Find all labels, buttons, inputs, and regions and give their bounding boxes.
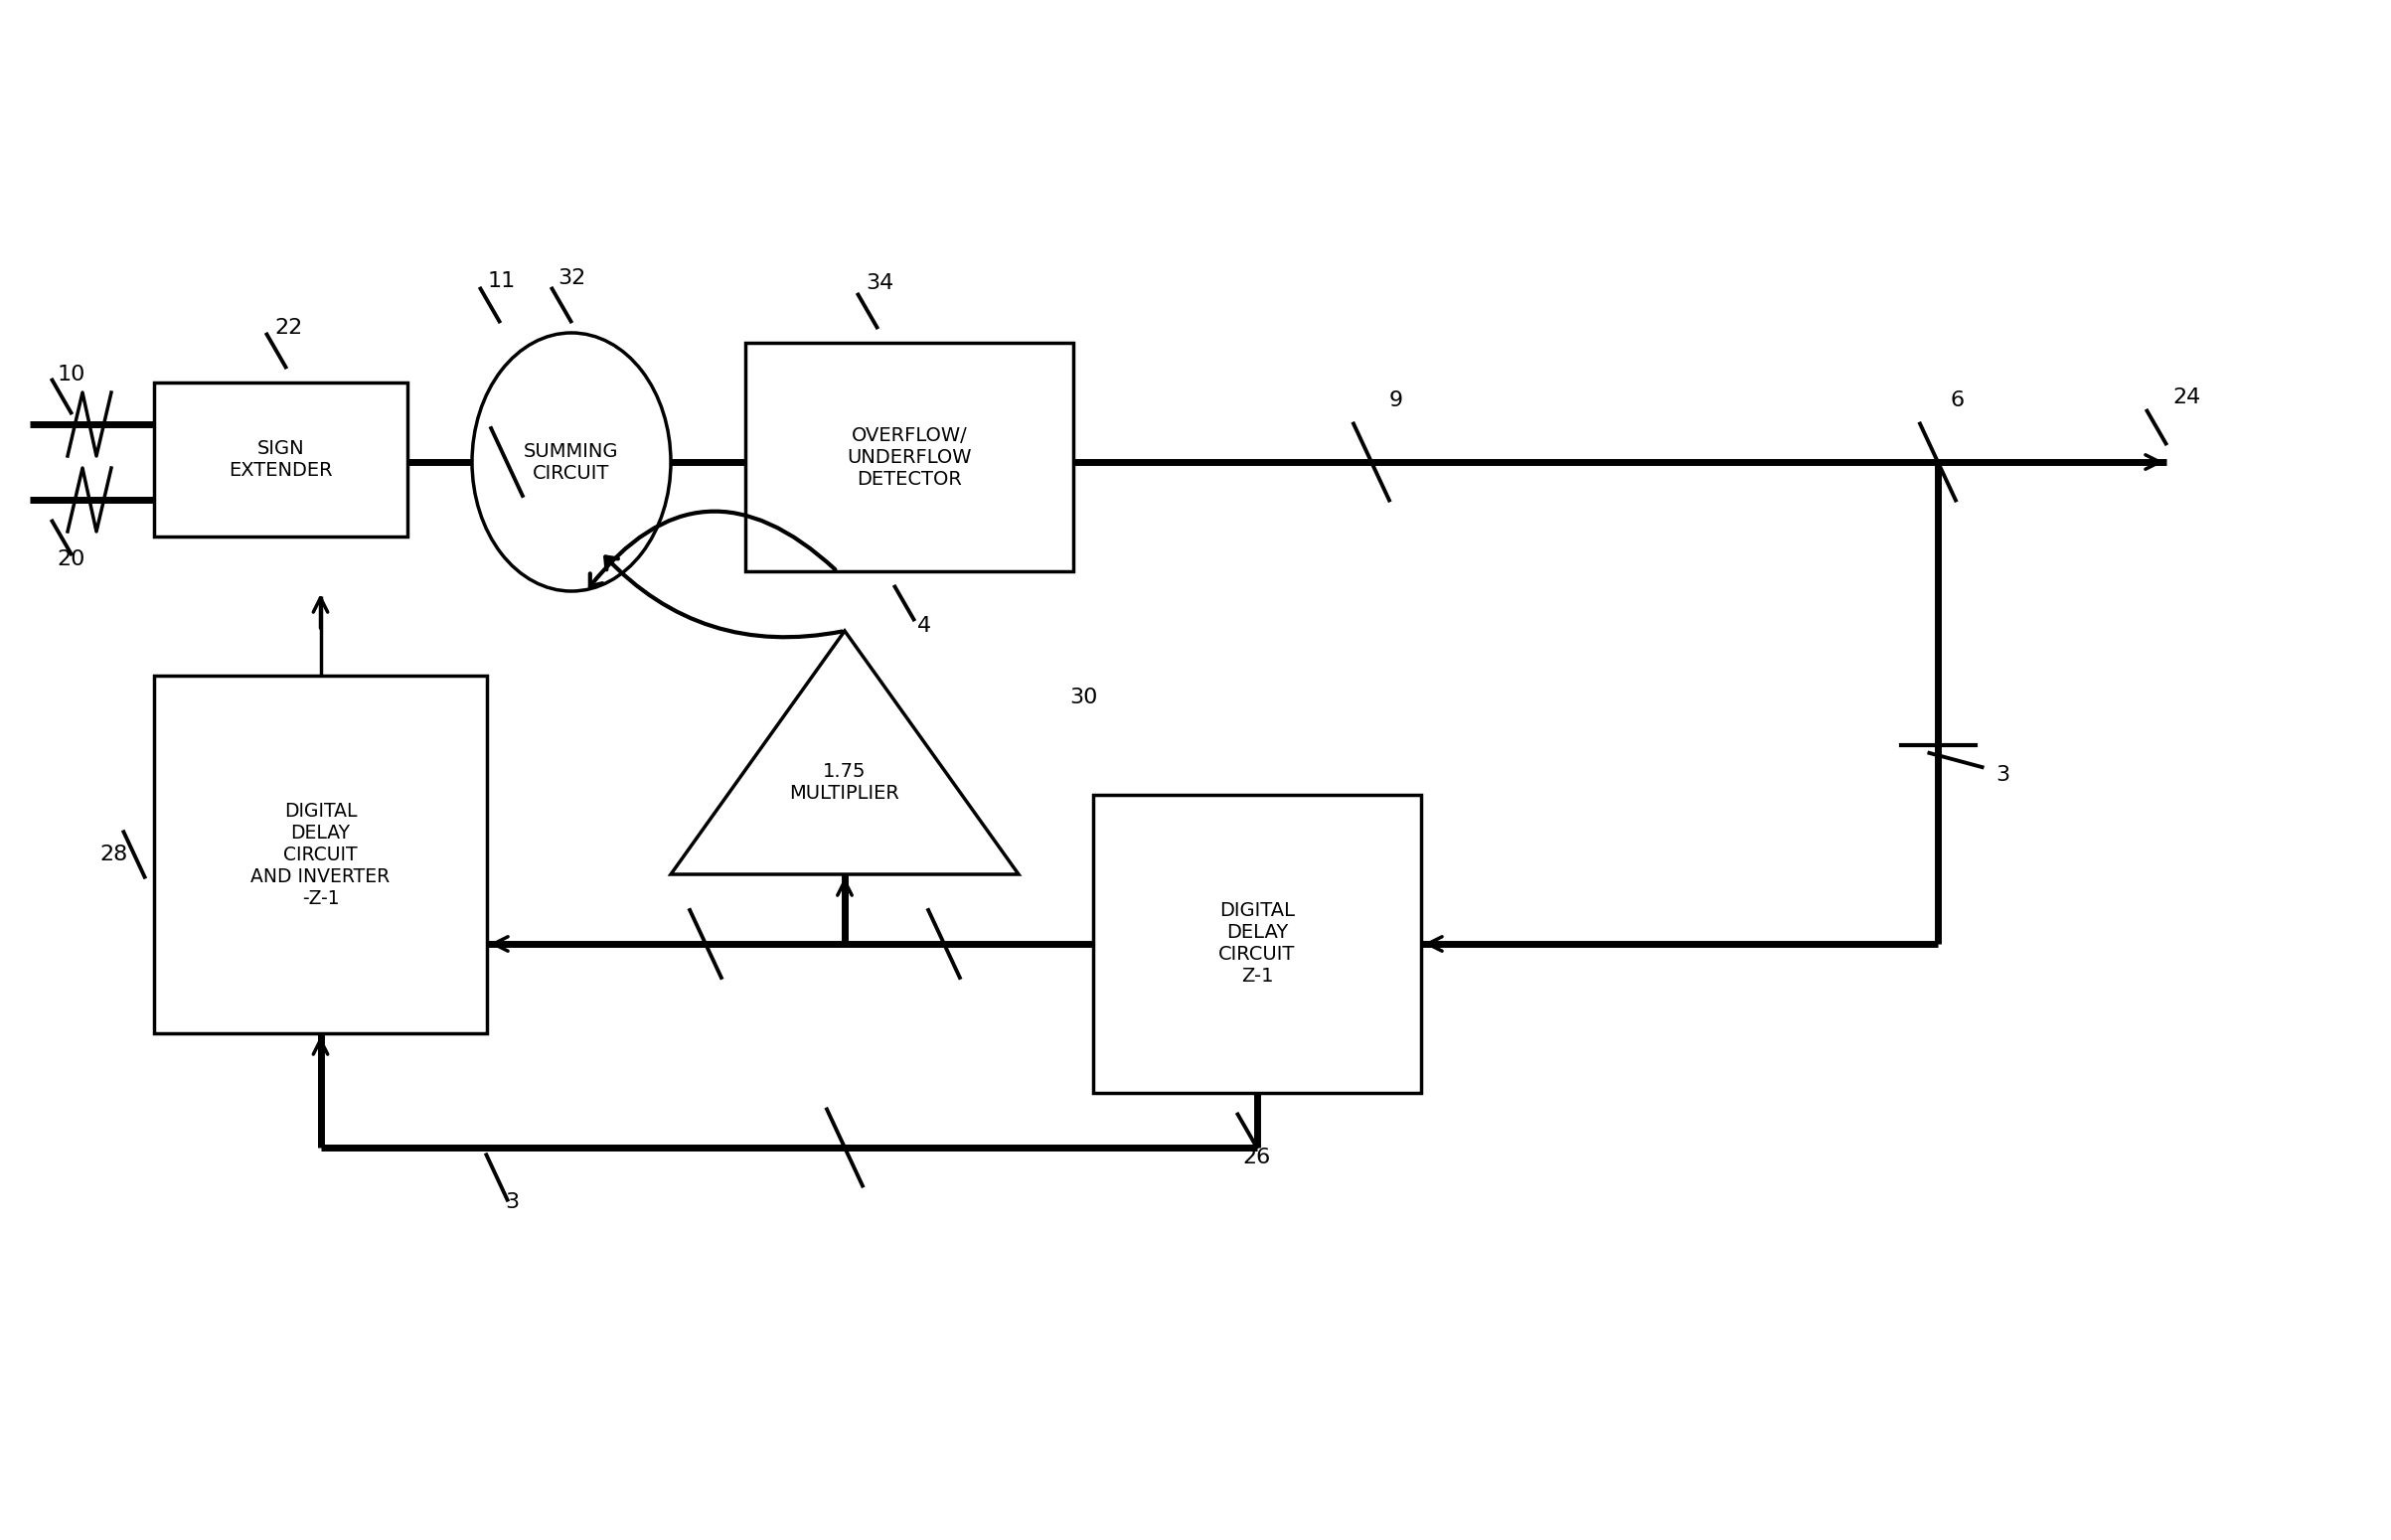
Text: 11: 11	[488, 271, 516, 291]
Text: 4: 4	[918, 616, 930, 636]
Text: 3: 3	[1996, 765, 2008, 785]
Bar	[153, 676, 488, 1033]
Text: 30: 30	[1069, 688, 1097, 708]
Text: DIGITAL
DELAY
CIRCUIT
Z-1: DIGITAL DELAY CIRCUIT Z-1	[1219, 901, 1296, 986]
Text: OVERFLOW/
UNDERFLOW
DETECTOR: OVERFLOW/ UNDERFLOW DETECTOR	[846, 425, 971, 488]
Text: DIGITAL
DELAY
CIRCUIT
AND INVERTER
-Z-1: DIGITAL DELAY CIRCUIT AND INVERTER -Z-1	[251, 801, 390, 907]
Text: 1.75
MULTIPLIER: 1.75 MULTIPLIER	[789, 762, 899, 802]
Text: 26: 26	[1243, 1147, 1272, 1167]
Text: 20: 20	[57, 550, 86, 570]
Text: 22: 22	[275, 317, 301, 337]
Text: 24: 24	[2173, 388, 2200, 408]
Bar	[1093, 795, 1420, 1093]
Text: 10: 10	[57, 365, 86, 385]
Polygon shape	[672, 631, 1019, 875]
Text: 34: 34	[866, 273, 894, 293]
FancyArrowPatch shape	[591, 511, 834, 587]
Ellipse shape	[471, 333, 672, 591]
Text: SUMMING
CIRCUIT: SUMMING CIRCUIT	[524, 442, 619, 482]
Text: 6: 6	[1951, 391, 1965, 410]
Text: 32: 32	[557, 268, 586, 288]
Bar	[746, 343, 1074, 571]
Text: 3: 3	[505, 1192, 519, 1212]
FancyArrowPatch shape	[605, 557, 842, 638]
Text: 9: 9	[1389, 391, 1404, 410]
Text: 28: 28	[100, 844, 129, 864]
Text: SIGN
EXTENDER: SIGN EXTENDER	[230, 439, 332, 480]
Bar	[153, 382, 406, 536]
